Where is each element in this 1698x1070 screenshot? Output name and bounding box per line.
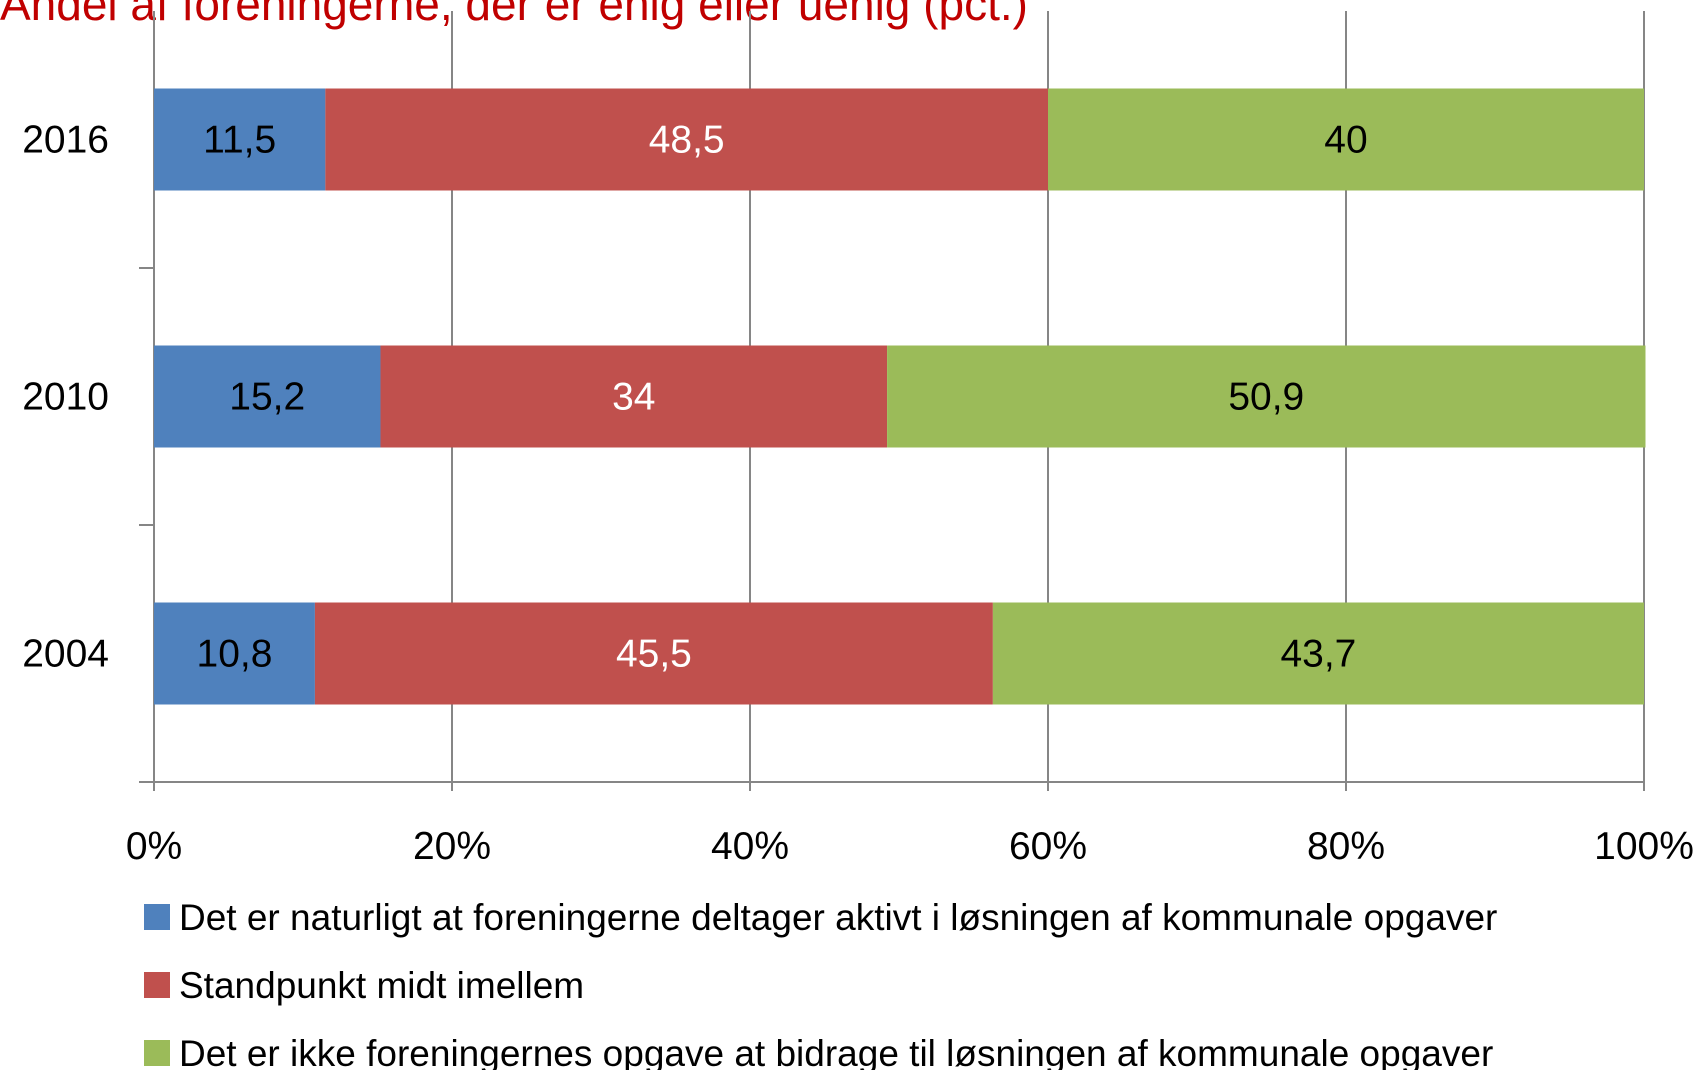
bar-segment <box>154 345 381 448</box>
bar-segment <box>380 345 888 448</box>
y-tick-label: 2010 <box>22 376 109 419</box>
legend-swatch <box>144 972 170 998</box>
x-tick-label: 100% <box>1594 825 1694 868</box>
legend-swatch <box>144 1040 170 1066</box>
y-tick-label: 2004 <box>22 633 109 676</box>
x-tick-label: 0% <box>126 825 182 868</box>
x-tick-label: 60% <box>1009 825 1087 868</box>
chart-title: Andel af foreningerne, der er enig eller… <box>0 0 1028 30</box>
bar-segment <box>887 345 1646 448</box>
bar-segment <box>325 88 1049 191</box>
bar-segment <box>154 602 315 705</box>
y-tick-label: 2016 <box>22 119 109 162</box>
data-label: 34 <box>612 376 655 419</box>
legend-label: Standpunkt midt imellem <box>179 965 584 1006</box>
data-label: 43,7 <box>1280 633 1356 676</box>
data-label: 40 <box>1324 119 1367 162</box>
legend-swatch <box>144 904 170 930</box>
data-label: 15,2 <box>229 376 305 419</box>
data-label: 11,5 <box>203 119 276 162</box>
bar-segment <box>992 602 1644 705</box>
legend-label: Det er naturligt at foreningerne deltage… <box>179 897 1497 938</box>
data-label: 50,9 <box>1228 376 1304 419</box>
data-label: 48,5 <box>649 119 725 162</box>
bar-segment <box>314 602 993 705</box>
x-tick-label: 20% <box>413 825 491 868</box>
data-label: 10,8 <box>197 633 273 676</box>
bar-segment <box>1048 88 1644 191</box>
x-tick-label: 40% <box>711 825 789 868</box>
x-tick-label: 80% <box>1307 825 1385 868</box>
bar-segment <box>154 88 326 191</box>
legend-label: Det er ikke foreningernes opgave at bidr… <box>179 1033 1493 1070</box>
data-label: 45,5 <box>616 633 692 676</box>
